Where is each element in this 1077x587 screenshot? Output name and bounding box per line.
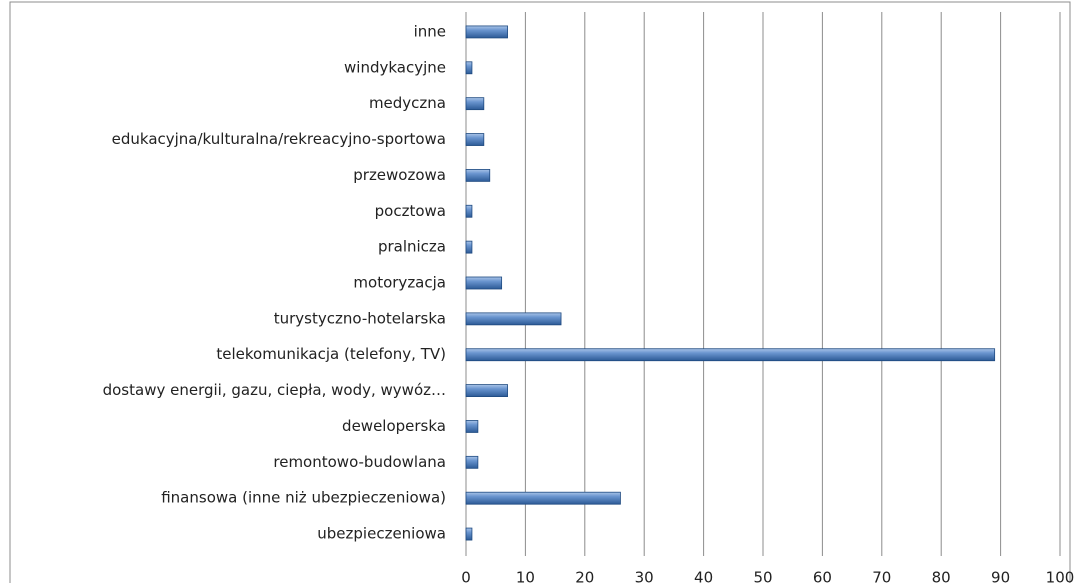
bar [465, 168, 491, 182]
y-tick-label: pralnicza [378, 238, 446, 256]
y-tick-label: turystyczno-hotelarska [274, 309, 446, 327]
x-tick-label: 100 [1046, 569, 1075, 584]
y-tick-label: remontowo-budowlana [273, 453, 446, 471]
y-tick-label: inne [414, 22, 446, 40]
x-tick-label: 80 [932, 569, 951, 584]
chart-frame [9, 1, 1071, 587]
x-tick-label: 90 [991, 569, 1010, 584]
x-tick-label: 30 [635, 569, 654, 584]
bar [465, 348, 996, 362]
y-tick-label: finansowa (inne niż ubezpieczeniowa) [161, 489, 446, 507]
y-tick-label: windykacyjne [344, 58, 446, 76]
bar [465, 61, 473, 75]
bar [465, 133, 485, 146]
y-tick-label: pocztowa [375, 202, 446, 220]
bar [465, 527, 473, 541]
y-tick-label: przewozowa [353, 166, 446, 184]
y-tick-label: edukacyjna/kulturalna/rekreacyjno-sporto… [112, 130, 446, 148]
x-tick-label: 10 [516, 569, 535, 584]
bar [465, 455, 479, 469]
y-tick-label: telekomunikacja (telefony, TV) [216, 345, 446, 363]
y-tick-label: motoryzacja [353, 274, 446, 292]
x-tick-label: 70 [872, 569, 891, 584]
bar [465, 240, 473, 254]
bar [465, 204, 473, 218]
bar [465, 491, 621, 505]
x-tick-label: 50 [753, 569, 772, 584]
bar [465, 25, 508, 39]
bar [465, 312, 562, 326]
y-tick-label: ubezpieczeniowa [317, 525, 446, 543]
y-tick-label: medyczna [369, 94, 446, 112]
bar [465, 384, 508, 398]
y-tick-label: dostawy energii, gazu, ciepła, wody, wyw… [103, 381, 446, 399]
bar [465, 420, 479, 433]
x-tick-label: 0 [461, 569, 471, 584]
y-tick-label: deweloperska [342, 417, 446, 435]
bar [465, 97, 485, 111]
x-tick-label: 20 [575, 569, 594, 584]
x-tick-label: 40 [694, 569, 713, 584]
bar [465, 276, 503, 290]
x-tick-label: 60 [813, 569, 832, 584]
